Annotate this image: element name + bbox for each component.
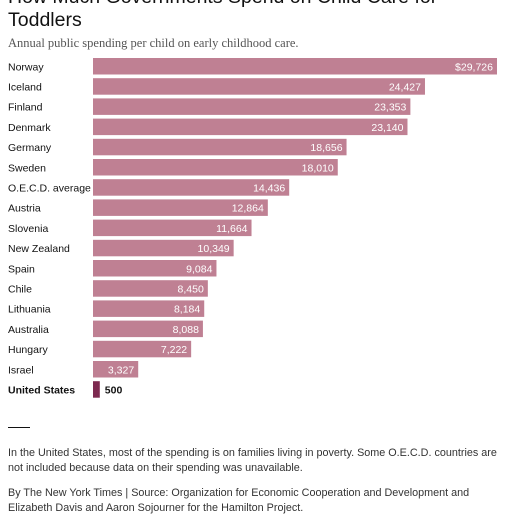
value-label-australia: 8,088	[173, 324, 199, 336]
value-label-chile: 8,450	[178, 283, 204, 295]
value-label-israel: 3,327	[108, 364, 134, 376]
bar-new-zealand	[93, 239, 234, 257]
category-label-germany: Germany	[8, 142, 52, 154]
value-label-iceland: 24,427	[389, 81, 421, 93]
category-label-o-e-c-d-average: O.E.C.D. average	[8, 182, 91, 194]
value-label-slovenia: 11,664	[216, 223, 247, 235]
category-label-sweden: Sweden	[8, 162, 46, 174]
value-label-norway: $29,726	[455, 61, 493, 73]
bar-sweden	[93, 159, 338, 176]
category-label-lithuania: Lithuania	[8, 304, 51, 316]
value-label-united-states: 500	[105, 384, 123, 396]
bar-austria	[93, 199, 268, 216]
value-label-finland: 23,353	[374, 102, 406, 114]
bar-israel	[93, 361, 139, 378]
category-label-denmark: Denmark	[8, 122, 51, 134]
source-credit: By The New York Times | Source: Organiza…	[8, 487, 470, 514]
category-label-new-zealand: New Zealand	[8, 243, 70, 255]
category-label-finland: Finland	[8, 102, 43, 114]
category-label-united-states: United States	[8, 384, 75, 396]
bar-chart: Norway $29,726 Iceland 24,427 Finland 23,353 D…	[8, 58, 497, 398]
category-label-israel: Israel	[8, 364, 34, 376]
bar-hungary	[93, 340, 192, 358]
bar-denmark	[93, 118, 408, 136]
value-label-new-zealand: 10,349	[198, 243, 230, 255]
footnote: In the United States, most of the spendi…	[8, 447, 497, 474]
bar-slovenia	[93, 219, 252, 237]
value-label-sweden: 18,010	[302, 162, 334, 174]
bar-chile	[93, 280, 208, 297]
bar-finland	[93, 98, 411, 115]
category-label-norway: Norway	[8, 61, 44, 73]
category-label-slovenia: Slovenia	[8, 223, 48, 235]
value-label-hungary: 7,222	[161, 344, 187, 356]
chart-title: How Much Governments Spend on Child Care…	[8, 0, 437, 31]
value-label-austria: 12,864	[232, 203, 264, 215]
bar-germany	[93, 138, 347, 156]
chart-subtitle: Annual public spending per child on earl…	[8, 36, 299, 50]
category-label-australia: Australia	[8, 324, 49, 336]
category-label-spain: Spain	[8, 263, 35, 275]
bar-united-states	[93, 381, 100, 398]
bar-australia	[93, 320, 203, 338]
bar-iceland	[93, 78, 425, 95]
bar-lithuania	[93, 300, 205, 317]
category-label-chile: Chile	[8, 283, 32, 295]
category-label-iceland: Iceland	[8, 81, 42, 93]
category-label-hungary: Hungary	[8, 344, 48, 356]
value-label-spain: 9,084	[186, 263, 212, 275]
bar-spain	[93, 260, 217, 277]
value-label-lithuania: 8,184	[174, 304, 200, 316]
value-label-germany: 18,656	[310, 142, 342, 154]
category-label-austria: Austria	[8, 203, 41, 215]
footer-divider	[8, 427, 30, 428]
bar-o-e-c-d-average	[93, 179, 290, 196]
value-label-denmark: 23,140	[371, 122, 403, 134]
bar-norway	[93, 58, 497, 75]
value-label-o-e-c-d-average: 14,436	[253, 182, 285, 194]
